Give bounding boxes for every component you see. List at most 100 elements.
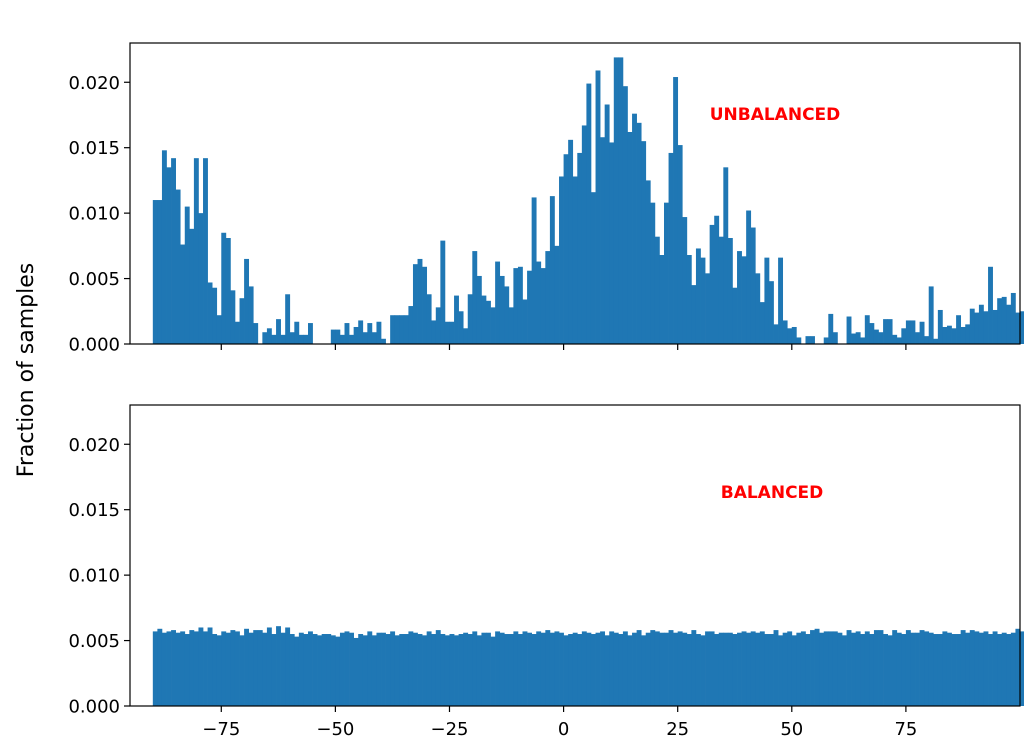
x-tick-label: 50 <box>780 719 803 740</box>
histogram-bar <box>367 323 373 344</box>
histogram-bar <box>193 631 199 706</box>
histogram-bar <box>358 320 364 344</box>
histogram-bar <box>892 334 898 344</box>
histogram-bar <box>992 309 998 344</box>
histogram-bar <box>896 632 902 706</box>
histogram-bar <box>851 632 857 706</box>
histogram-bar <box>504 634 510 706</box>
histogram-bar <box>983 631 989 706</box>
histogram-bar <box>746 210 752 344</box>
histogram-bar <box>581 631 587 706</box>
histogram-bar <box>216 635 222 706</box>
histogram-bar <box>312 634 318 706</box>
histogram-bar <box>869 634 875 706</box>
bars-balanced <box>152 626 1024 706</box>
histogram-bar <box>965 632 971 706</box>
histogram-bar <box>440 240 446 344</box>
histogram-bar <box>741 256 747 344</box>
histogram-bar <box>951 634 957 706</box>
histogram-bar <box>344 323 350 344</box>
histogram-bar <box>408 306 414 344</box>
histogram-bar <box>175 189 181 344</box>
histogram-bar <box>276 319 281 344</box>
histogram-bar <box>1010 632 1016 706</box>
histogram-bar <box>887 635 893 706</box>
histogram-bar <box>444 321 450 344</box>
histogram-bar <box>627 635 633 706</box>
histogram-bar <box>878 332 884 344</box>
histogram-bar <box>691 630 697 706</box>
histogram-bar <box>344 631 350 706</box>
histogram-bar <box>435 307 441 344</box>
histogram-bar <box>892 630 898 706</box>
histogram-bar <box>828 313 834 344</box>
histogram-bar <box>444 635 450 706</box>
histogram-bar <box>171 630 176 706</box>
histogram-bar <box>362 332 368 344</box>
histogram-bar <box>581 125 587 344</box>
histogram-bar <box>184 634 190 706</box>
histogram-bar <box>225 632 231 706</box>
histogram-bar <box>851 333 857 344</box>
histogram-bar <box>563 635 569 706</box>
histogram-bar <box>577 152 583 344</box>
histogram-bar <box>495 261 501 344</box>
histogram-bar <box>842 635 847 706</box>
histogram-bar <box>554 245 560 344</box>
y-tick-label: 0.010 <box>68 204 120 225</box>
histogram-bar <box>768 634 774 706</box>
histogram-bar <box>207 627 213 706</box>
histogram-bar <box>727 238 733 344</box>
histogram-bar <box>974 312 980 344</box>
histogram-bar <box>942 326 948 344</box>
histogram-bar <box>860 634 866 706</box>
y-tick-label: 0.020 <box>68 435 120 456</box>
histogram-bar <box>796 337 802 344</box>
histogram-bar <box>604 635 610 706</box>
histogram-bar <box>294 321 300 344</box>
histogram-bar <box>951 328 957 344</box>
histogram-bar <box>1006 304 1012 344</box>
histogram-bar <box>394 315 400 344</box>
histogram-bar <box>937 309 943 344</box>
histogram-bar <box>641 635 647 706</box>
histogram-bar <box>969 630 975 706</box>
histogram-bar <box>472 251 478 344</box>
histogram-bar <box>682 217 688 344</box>
histogram-bar <box>230 290 236 344</box>
histogram-bar <box>262 632 268 706</box>
histogram-bar <box>664 202 669 344</box>
histogram-bar <box>686 255 692 344</box>
histogram-bar <box>819 632 825 706</box>
histogram-bar <box>262 332 268 344</box>
histogram-bar <box>549 632 555 706</box>
histogram-bar <box>189 630 195 706</box>
histogram-bar <box>157 200 163 344</box>
histogram-bar <box>705 631 710 706</box>
annotation-balanced: BALANCED <box>721 483 824 503</box>
histogram-bar <box>787 328 793 344</box>
histogram-bar <box>157 628 163 706</box>
histogram-bar <box>221 232 227 344</box>
histogram-bar <box>266 627 272 706</box>
histogram-bar <box>412 632 418 706</box>
histogram-bar <box>650 202 656 344</box>
y-ticks-unbalanced: 0.000 0.005 0.010 0.015 0.020 <box>68 73 130 356</box>
x-ticks-balanced: −75 −50 −25 0 25 50 75 <box>202 706 917 740</box>
histogram-bar <box>1001 632 1007 706</box>
histogram-bar <box>412 264 418 344</box>
histogram-bar <box>590 192 596 344</box>
histogram-bar <box>896 337 902 344</box>
histogram-bar <box>668 630 674 706</box>
histogram-bar <box>371 635 377 706</box>
histogram-bar <box>759 631 765 706</box>
histogram-bar <box>718 236 724 344</box>
histogram-bar <box>727 632 733 706</box>
histogram-bar <box>705 273 710 344</box>
histogram-bar <box>586 632 592 706</box>
histogram-bar <box>559 632 564 706</box>
histogram-bar <box>171 158 176 344</box>
histogram-bar <box>559 176 564 344</box>
histogram-bar <box>823 631 829 706</box>
histogram-bar <box>522 299 528 344</box>
